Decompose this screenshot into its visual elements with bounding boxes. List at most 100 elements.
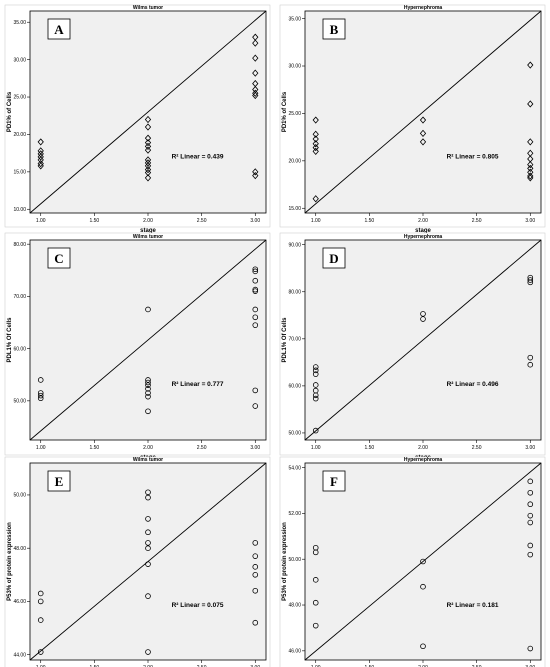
data-point bbox=[144, 174, 152, 182]
reference-line bbox=[304, 10, 542, 214]
data-point bbox=[144, 142, 152, 151]
data-point bbox=[145, 379, 151, 386]
panel-letter-box bbox=[47, 247, 71, 269]
x-tick-label: 3.00 bbox=[250, 665, 260, 667]
x-tick-label: 1.50 bbox=[89, 665, 99, 667]
data-point bbox=[527, 164, 534, 173]
data-point bbox=[312, 427, 319, 434]
y-tick-label: 80.00 bbox=[288, 289, 301, 295]
data-point bbox=[37, 162, 44, 170]
data-point bbox=[312, 364, 319, 370]
x-tick-label: 1.00 bbox=[36, 218, 46, 224]
data-point bbox=[145, 386, 151, 392]
data-point bbox=[37, 649, 44, 655]
data-point bbox=[312, 371, 319, 377]
data-point bbox=[527, 172, 534, 180]
data-point bbox=[37, 617, 44, 623]
y-tick-label: 54.00 bbox=[288, 465, 301, 471]
data-point bbox=[420, 583, 426, 590]
data-point bbox=[37, 395, 44, 402]
data-point bbox=[37, 377, 44, 383]
data-point bbox=[144, 134, 152, 142]
x-tick-label: 1.00 bbox=[36, 665, 46, 667]
data-point bbox=[252, 277, 259, 284]
y-axis-label: PDL1% Of Cells bbox=[282, 317, 288, 363]
data-point bbox=[420, 558, 426, 565]
x-tick-label: 1.50 bbox=[364, 665, 374, 667]
y-tick-label: 52.00 bbox=[288, 511, 301, 517]
chart-title: Hypernephroma bbox=[404, 234, 443, 240]
data-point bbox=[144, 162, 152, 170]
x-tick-label: 2.50 bbox=[197, 445, 207, 451]
data-point bbox=[145, 545, 151, 551]
data-point bbox=[527, 512, 534, 519]
data-point bbox=[252, 266, 259, 273]
data-point bbox=[145, 306, 151, 313]
x-tick-label: 2.50 bbox=[472, 665, 482, 667]
reference-line bbox=[304, 239, 542, 441]
y-tick-label: 80.00 bbox=[13, 242, 26, 248]
r-squared-label: R² Linear = 0.805 bbox=[447, 153, 499, 160]
data-point bbox=[144, 159, 152, 167]
data-point bbox=[312, 382, 319, 388]
r-squared-label: R² Linear = 0.075 bbox=[172, 602, 224, 609]
data-point bbox=[145, 489, 151, 496]
x-tick-label: 2.00 bbox=[143, 218, 153, 224]
data-point bbox=[145, 393, 151, 400]
data-point bbox=[527, 501, 534, 508]
data-point bbox=[252, 540, 259, 546]
y-tick-label: 20.00 bbox=[13, 132, 26, 138]
data-point bbox=[145, 494, 151, 501]
data-point bbox=[145, 377, 151, 383]
data-point bbox=[145, 649, 151, 655]
chart-title: Hypernephroma bbox=[404, 457, 443, 463]
x-tick-label: 2.00 bbox=[418, 665, 428, 667]
panel-letter-box bbox=[47, 18, 71, 40]
panel-letter-box bbox=[322, 470, 346, 492]
data-point bbox=[252, 39, 259, 47]
x-tick-label: 2.00 bbox=[143, 665, 153, 667]
data-point bbox=[252, 564, 259, 570]
data-point bbox=[527, 277, 534, 283]
data-point bbox=[252, 619, 259, 626]
y-axis-label: PDL1% Of Cells bbox=[7, 317, 13, 363]
y-tick-label: 15.00 bbox=[288, 206, 301, 212]
r-squared-label: R² Linear = 0.181 bbox=[447, 602, 499, 609]
y-tick-label: 60.00 bbox=[13, 346, 26, 352]
data-point bbox=[527, 361, 534, 368]
x-tick-label: 3.00 bbox=[250, 445, 260, 451]
y-tick-label: 35.00 bbox=[13, 20, 26, 26]
data-point bbox=[145, 382, 151, 388]
y-tick-label: 70.00 bbox=[13, 294, 26, 300]
data-point bbox=[420, 643, 426, 650]
x-tick-label: 3.00 bbox=[525, 445, 535, 451]
data-point bbox=[252, 403, 259, 409]
panel-b: Hypernephroma 1.00 1.50 2.00 2.50 3.00 15.00 20… bbox=[279, 4, 546, 234]
r-squared-label: R² Linear = 0.496 bbox=[447, 381, 499, 388]
x-tick-label: 3.00 bbox=[525, 218, 535, 224]
y-tick-label: 15.00 bbox=[13, 170, 26, 176]
y-tick-label: 70.00 bbox=[288, 337, 301, 343]
x-tick-label: 2.50 bbox=[472, 445, 482, 451]
panel-letter: D bbox=[329, 251, 338, 266]
data-point bbox=[527, 279, 534, 286]
data-point bbox=[145, 516, 151, 522]
data-point bbox=[527, 645, 534, 652]
data-point bbox=[527, 61, 534, 69]
data-point bbox=[144, 168, 152, 177]
data-point bbox=[527, 100, 534, 108]
data-point bbox=[37, 590, 44, 597]
data-point bbox=[37, 138, 44, 146]
y-tick-label: 30.00 bbox=[288, 64, 301, 70]
data-point bbox=[252, 587, 259, 594]
data-point bbox=[252, 306, 259, 313]
x-tick-label: 3.00 bbox=[250, 218, 260, 224]
x-tick-label: 2.00 bbox=[418, 218, 428, 224]
data-point bbox=[144, 115, 152, 124]
data-point bbox=[312, 135, 319, 143]
y-axis-label: P53% of protein expression bbox=[282, 522, 288, 601]
data-point bbox=[252, 268, 259, 275]
data-point bbox=[252, 553, 259, 559]
data-point bbox=[527, 354, 534, 361]
